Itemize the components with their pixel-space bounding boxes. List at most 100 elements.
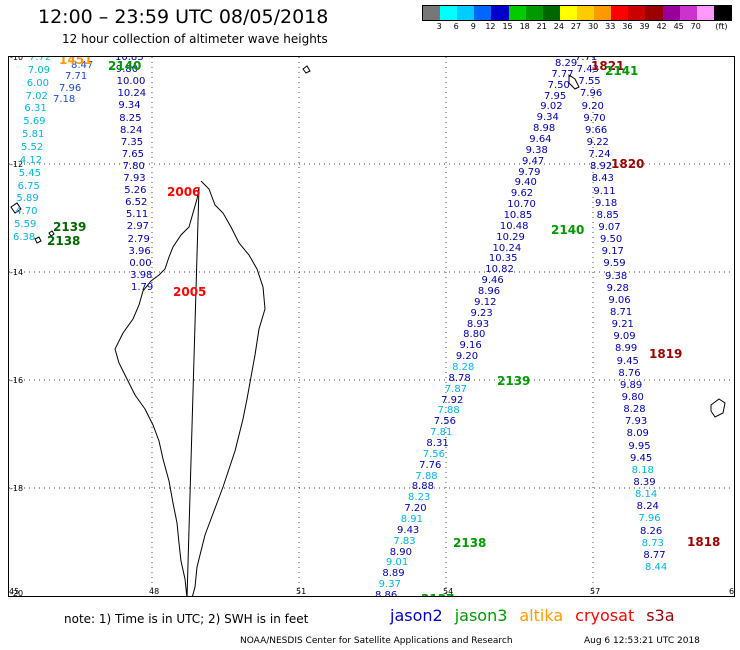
wave-height-value: 9.09 bbox=[613, 331, 636, 343]
wave-height-value: 9.01 bbox=[386, 557, 409, 569]
pass-time-label: 2141 bbox=[605, 64, 639, 78]
longitude-tick: 48 bbox=[149, 587, 160, 596]
generation-timestamp: Aug 6 12:53:21 UTC 2018 bbox=[584, 636, 700, 646]
wave-height-value: 9.02 bbox=[540, 101, 563, 113]
wave-height-value: 7.43 bbox=[576, 64, 599, 76]
map-graphics bbox=[9, 57, 734, 596]
wave-height-value: 7.83 bbox=[393, 535, 416, 547]
colorbar-swatch bbox=[559, 6, 577, 20]
legend-item-s3a: s3a bbox=[646, 606, 675, 625]
wave-height-value: 4.70 bbox=[15, 206, 38, 218]
wave-height-value: 7.81 bbox=[430, 427, 453, 439]
wave-height-value: 7.72 bbox=[29, 56, 52, 63]
wave-height-value: 10.24 bbox=[492, 242, 522, 254]
wave-height-value: 8.86 bbox=[375, 590, 398, 597]
wave-height-value: 9.07 bbox=[598, 222, 621, 233]
legend-item-jason3: jason3 bbox=[454, 606, 508, 625]
wave-height-value: 9.37 bbox=[378, 579, 401, 591]
wave-height-value: 10.70 bbox=[507, 199, 536, 211]
wave-height-value: 9.20 bbox=[455, 351, 479, 363]
colorbar-swatch bbox=[628, 6, 646, 20]
pass-time-label: 2140 bbox=[551, 223, 585, 237]
wave-height-value: 8.29 bbox=[555, 58, 578, 69]
mauritius-island bbox=[710, 398, 726, 418]
colorbar-label: 36 bbox=[622, 22, 633, 31]
wave-height-value: 9.38 bbox=[605, 270, 628, 282]
wave-height-value: 7.95 bbox=[543, 90, 567, 102]
satellite-legend: jason2 jason3 altika cryosat s3a bbox=[390, 606, 687, 625]
wave-height-value: 9.34 bbox=[118, 100, 141, 112]
colorbar-label: 30 bbox=[588, 22, 599, 31]
wave-height-value: 6.52 bbox=[125, 197, 148, 209]
wave-height-value: 7.92 bbox=[441, 394, 464, 406]
wave-height-value: 8.85 bbox=[596, 209, 619, 221]
legend-item-cryosat: cryosat bbox=[575, 606, 635, 625]
wave-height-value: 9.18 bbox=[595, 197, 618, 209]
colorbar-swatch bbox=[696, 6, 714, 20]
latitude-tick: -20 bbox=[10, 589, 24, 597]
legend-item-altika: altika bbox=[519, 606, 564, 625]
wave-height-value: 9.43 bbox=[397, 524, 420, 536]
wave-height-value: 7.56 bbox=[433, 416, 457, 428]
wave-height-value: 9.70 bbox=[583, 112, 606, 124]
wave-height-value: 3.98 bbox=[130, 269, 153, 281]
wave-height-value: 9.64 bbox=[529, 134, 552, 145]
wave-height-value: 8.09 bbox=[626, 428, 649, 440]
wave-height-value: 7.56 bbox=[422, 448, 446, 460]
wave-height-value: 7.96 bbox=[59, 82, 82, 94]
wave-height-value: 4.12 bbox=[19, 154, 43, 166]
wave-height-value: 7.35 bbox=[120, 136, 144, 148]
wave-height-value: 8.24 bbox=[636, 501, 659, 513]
wave-height-value: 7.93 bbox=[123, 173, 146, 185]
wave-height-value: 9.16 bbox=[459, 340, 482, 352]
wave-height-value: 9.21 bbox=[611, 319, 634, 331]
wave-height-value: 8.99 bbox=[615, 343, 638, 355]
longitude-tick: 60 bbox=[729, 587, 735, 596]
pass-time-label: 2005 bbox=[173, 285, 207, 299]
wave-height-value: 9.59 bbox=[603, 258, 626, 270]
wave-height-value: 7.87 bbox=[444, 383, 468, 395]
wave-height-value: 8.98 bbox=[532, 123, 556, 135]
longitude-tick: 57 bbox=[590, 587, 601, 596]
wave-height-value: 5.26 bbox=[124, 185, 147, 197]
wave-height-value: 8.77 bbox=[643, 549, 666, 561]
pass-time-label: 1819 bbox=[649, 347, 683, 361]
colorbar-label: 45 bbox=[673, 22, 684, 31]
wave-height-value: 9.12 bbox=[474, 296, 497, 308]
wave-height-value: 7.50 bbox=[547, 79, 570, 91]
wave-height-value: 8.88 bbox=[411, 481, 434, 493]
wave-height-value: 8.44 bbox=[645, 562, 668, 573]
wave-height-value: 8.91 bbox=[400, 514, 423, 525]
wave-height-value: 8.78 bbox=[448, 372, 471, 384]
colorbar-swatch bbox=[645, 6, 663, 20]
latitude-tick: -18 bbox=[10, 484, 24, 493]
colorbar-label: 12 bbox=[485, 22, 496, 31]
wave-height-value: 8.28 bbox=[452, 362, 475, 373]
wave-height-value: 7.24 bbox=[588, 149, 611, 161]
colorbar-swatch bbox=[662, 6, 680, 20]
pass-time-label: 2139 bbox=[497, 374, 531, 388]
wave-height-value: 2.79 bbox=[127, 233, 150, 245]
wave-height-value: 9.89 bbox=[620, 379, 643, 391]
colorbar-swatch bbox=[594, 6, 612, 20]
credit-line: NOAA/NESDIS Center for Satellite Applica… bbox=[240, 636, 513, 646]
wave-height-value: 7.55 bbox=[578, 76, 601, 88]
wave-height-value: 7.71 bbox=[575, 56, 598, 63]
colorbar-label: 15 bbox=[502, 22, 513, 31]
colorbar-swatch bbox=[491, 6, 509, 20]
wave-height-value: 7.65 bbox=[121, 148, 144, 160]
colorbar-label: 3 bbox=[436, 22, 442, 31]
wave-height-value: 9.38 bbox=[525, 144, 548, 156]
pass-time-label: 1821 bbox=[591, 59, 625, 73]
pass-time-label: 2139 bbox=[53, 220, 87, 234]
wave-height-value: 10.48 bbox=[499, 220, 529, 232]
colorbar-label: 21 bbox=[536, 22, 547, 31]
latitude-tick: -16 bbox=[10, 376, 24, 385]
wave-height-value: 9.62 bbox=[510, 188, 534, 200]
wave-height-value: 8.90 bbox=[389, 546, 412, 558]
colorbar-label: (ft) bbox=[715, 22, 728, 31]
wave-height-value: 6.75 bbox=[17, 180, 40, 192]
wave-height-value: 8.23 bbox=[408, 492, 431, 504]
wave-height-value: 9.45 bbox=[630, 452, 653, 464]
colorbar-swatch bbox=[611, 6, 629, 20]
